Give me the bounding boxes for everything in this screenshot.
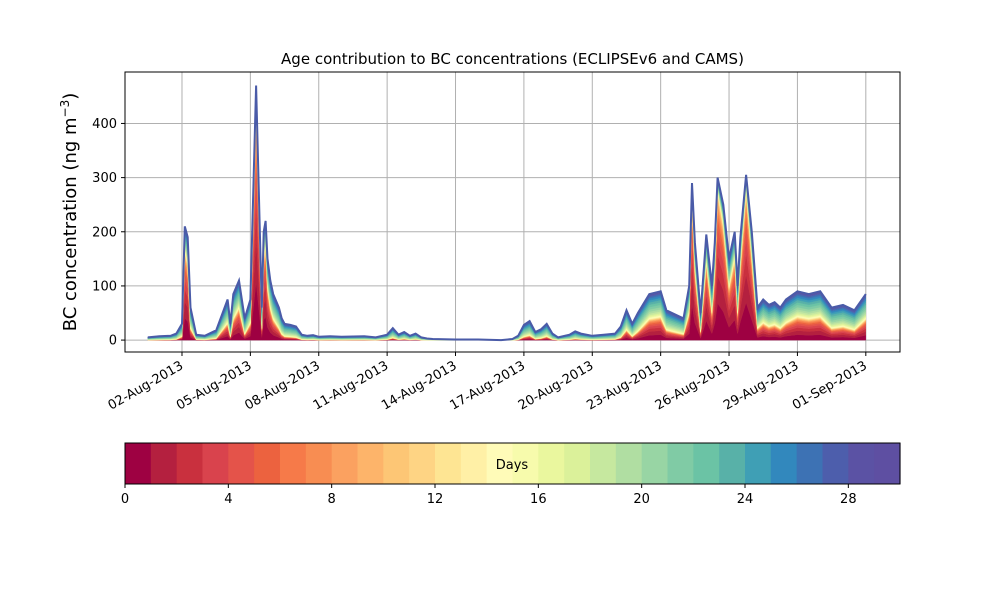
- y-axis-label-close: ): [60, 93, 81, 100]
- colorbar-cell-day-19: [615, 443, 643, 484]
- colorbar-tick-label: 16: [530, 492, 547, 507]
- colorbar-frame: [124, 442, 901, 485]
- colorbar-cell-day-23: [719, 443, 746, 484]
- x-tick-label: 01-Sep-2013: [790, 358, 870, 413]
- colorbar-cell-day-6: [280, 443, 307, 484]
- colorbar-tick-label: 12: [427, 492, 444, 507]
- colorbar-cell-day-26: [796, 443, 824, 484]
- chart-title: Age contribution to BC concentrations (E…: [281, 50, 744, 68]
- colorbar-cell-day-14: [486, 443, 514, 484]
- colorbar-tick-label: 20: [633, 492, 650, 507]
- colorbar-tick-label: 24: [737, 492, 754, 507]
- x-tick-label: 20-Aug-2013: [516, 358, 596, 413]
- colorbar-cell-day-16: [538, 443, 565, 484]
- x-tick-label: 11-Aug-2013: [311, 358, 391, 413]
- colorbar-cell-day-18: [590, 443, 617, 484]
- colorbar-cell-day-10: [383, 443, 410, 484]
- x-tick-label: 23-Aug-2013: [584, 358, 664, 413]
- colorbar-cell-day-5: [254, 443, 281, 484]
- colorbar-cell-day-1: [150, 443, 178, 484]
- colorbar: Days 0 4 8 12 16 20 24 28: [121, 442, 901, 507]
- y-axis-ticks: 0 100 200 300 400: [92, 117, 125, 349]
- y-tick-label: 100: [92, 279, 117, 294]
- colorbar-cell-day-20: [641, 443, 669, 484]
- colorbar-cell-day-28: [848, 443, 875, 484]
- colorbar-cell-day-13: [460, 443, 488, 484]
- colorbar-cell-day-27: [822, 443, 849, 484]
- colorbar-cell-day-15: [512, 443, 539, 484]
- x-tick-label: 08-Aug-2013: [242, 358, 322, 413]
- colorbar-tick-label: 4: [224, 492, 232, 507]
- colorbar-cell-day-8: [331, 443, 359, 484]
- y-axis-label: BC concentration (ng m−3): [58, 93, 81, 332]
- x-axis-ticks: 02-Aug-201305-Aug-201308-Aug-201311-Aug-…: [106, 352, 870, 414]
- colorbar-cell-day-2: [176, 443, 204, 484]
- colorbar-cell-day-9: [357, 443, 384, 484]
- colorbar-cell-day-29: [874, 443, 901, 484]
- colorbar-cell-day-17: [564, 443, 591, 484]
- plot-area: 0 100 200 300 400 02-Aug-201305-Aug-201308-A…: [92, 71, 901, 414]
- colorbar-cell-day-0: [125, 443, 152, 484]
- colorbar-cell-day-21: [667, 443, 694, 484]
- x-tick-label: 29-Aug-2013: [721, 358, 801, 413]
- colorbar-cell-day-11: [409, 443, 436, 484]
- y-tick-label: 300: [92, 171, 117, 186]
- colorbar-cell-day-25: [770, 443, 798, 484]
- axes-frame: [124, 71, 901, 353]
- colorbar-cell-day-7: [305, 443, 333, 484]
- total-concentration-line: [147, 85, 867, 342]
- colorbar-cells: [125, 443, 901, 484]
- y-tick-label: 200: [92, 225, 117, 240]
- x-tick-label: 17-Aug-2013: [448, 358, 528, 413]
- colorbar-ticks: 0 4 8 12 16 20 24 28: [121, 484, 857, 507]
- colorbar-cell-day-12: [435, 443, 462, 484]
- colorbar-tick-label: 28: [840, 492, 857, 507]
- colorbar-cell-day-3: [202, 443, 229, 484]
- colorbar-cell-day-4: [228, 443, 255, 484]
- colorbar-label: Days: [496, 458, 529, 473]
- colorbar-cell-day-24: [745, 443, 772, 484]
- colorbar-cell-day-22: [693, 443, 720, 484]
- y-axis-label-superscript: −3: [58, 100, 72, 118]
- y-tick-label: 0: [109, 334, 117, 349]
- colorbar-tick-label: 0: [121, 492, 129, 507]
- y-tick-label: 400: [92, 117, 117, 132]
- x-tick-label: 05-Aug-2013: [174, 358, 254, 413]
- x-tick-label: 14-Aug-2013: [379, 358, 459, 413]
- colorbar-tick-label: 8: [328, 492, 336, 507]
- age-band-areas: [147, 85, 866, 341]
- x-tick-label: 02-Aug-2013: [106, 358, 186, 413]
- x-tick-label: 26-Aug-2013: [653, 358, 733, 413]
